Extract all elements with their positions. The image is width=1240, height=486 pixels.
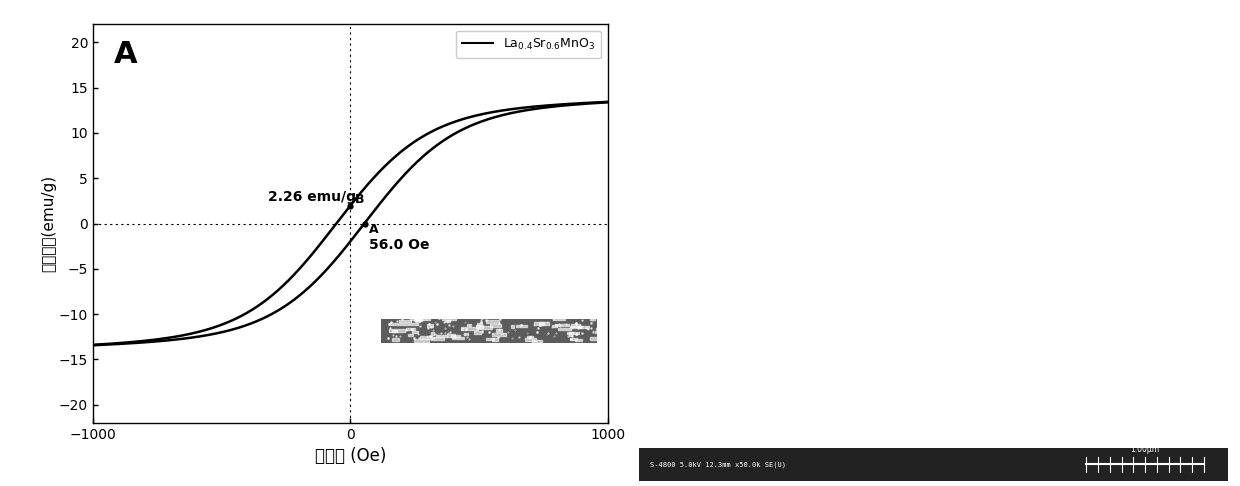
Polygon shape — [668, 324, 722, 357]
Polygon shape — [816, 243, 844, 267]
Polygon shape — [662, 400, 697, 424]
Text: 2.26 emu/g: 2.26 emu/g — [268, 190, 356, 204]
Polygon shape — [844, 305, 874, 329]
Text: S-4800 5.0kV 12.3mm x50.0k SE(U): S-4800 5.0kV 12.3mm x50.0k SE(U) — [650, 461, 786, 468]
X-axis label: 矫顼力 (Oe): 矫顼力 (Oe) — [315, 447, 386, 465]
Y-axis label: 磁化强度(emu/g): 磁化强度(emu/g) — [41, 175, 56, 272]
Polygon shape — [921, 329, 951, 352]
Polygon shape — [680, 138, 733, 181]
Text: 56.0 Oe: 56.0 Oe — [368, 238, 429, 252]
Text: B: B — [355, 193, 365, 206]
Polygon shape — [744, 209, 786, 238]
Polygon shape — [1009, 243, 1050, 277]
Polygon shape — [945, 272, 975, 295]
Polygon shape — [992, 205, 1039, 238]
Polygon shape — [1063, 10, 1228, 110]
Polygon shape — [1121, 209, 1157, 238]
Polygon shape — [1133, 110, 1221, 181]
Polygon shape — [863, 181, 909, 214]
Polygon shape — [756, 172, 804, 205]
Text: A: A — [368, 223, 378, 236]
Bar — [639, 448, 1228, 481]
Polygon shape — [662, 434, 692, 452]
Polygon shape — [1063, 90, 1121, 134]
Polygon shape — [1063, 291, 1092, 314]
Polygon shape — [1022, 329, 1050, 352]
Polygon shape — [686, 362, 733, 396]
Legend: La$_{0.4}$Sr$_{0.6}$MnO$_3$: La$_{0.4}$Sr$_{0.6}$MnO$_3$ — [455, 31, 601, 58]
Text: A: A — [114, 40, 138, 69]
Text: 1.00μm: 1.00μm — [1131, 445, 1159, 453]
Polygon shape — [885, 219, 928, 253]
